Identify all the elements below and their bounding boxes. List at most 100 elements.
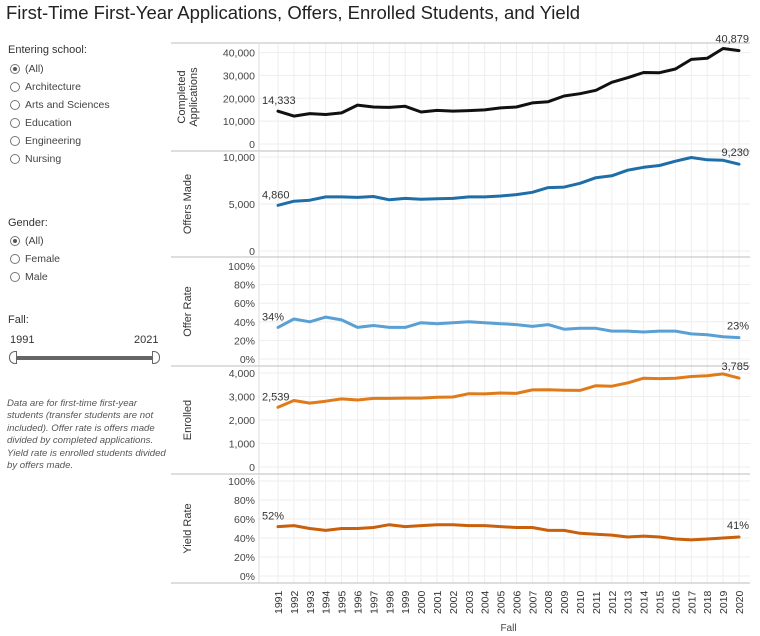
y-tick-label: 5,000 [229, 199, 255, 211]
x-tick-label: 2015 [655, 590, 667, 614]
radio-selected-icon [10, 236, 20, 246]
yield-first-label: 52% [262, 511, 284, 523]
fall-slider-min-handle[interactable] [9, 351, 17, 364]
y-tick-label: 2,000 [229, 415, 255, 427]
fall-filter-label: Fall: [8, 314, 29, 326]
x-tick-label: 1997 [368, 590, 380, 614]
school-option-architecture[interactable]: Architecture [10, 79, 81, 95]
x-tick-label: 2002 [448, 590, 460, 614]
x-tick-label: 1993 [305, 590, 317, 614]
y-tick-label: 10,000 [223, 152, 255, 164]
x-tick-label: 1999 [400, 590, 412, 614]
radio-icon [10, 82, 20, 92]
applications-last-label: 40,879 [715, 34, 749, 46]
fall-range-max: 2021 [134, 334, 159, 346]
y-axis-label: Offers Made [182, 174, 194, 234]
offer_rate-series-line [276, 315, 741, 340]
page-title: First-Time First-Year Applications, Offe… [6, 2, 581, 23]
x-tick-label: 2013 [623, 590, 635, 614]
offers-last-label: 9,230 [721, 147, 749, 159]
applications-first-label: 14,333 [262, 95, 296, 107]
gender-filter-label: Gender: [8, 217, 48, 229]
x-tick-label: 2006 [511, 590, 523, 614]
x-tick-label: 1998 [384, 590, 396, 614]
y-axis-label: Applications [188, 67, 200, 127]
gender-option-all[interactable]: (All) [10, 233, 44, 249]
x-tick-label: 2009 [559, 590, 571, 614]
x-tick-label: 2018 [702, 590, 714, 614]
x-tick-label: 2005 [496, 590, 508, 614]
school-option-all[interactable]: (All) [10, 61, 44, 77]
yield-series-line [276, 523, 741, 542]
y-tick-label: 0% [240, 354, 255, 366]
offers-first-label: 4,860 [262, 189, 290, 201]
school-filter-label: Entering school: [8, 44, 87, 56]
gender-option-male[interactable]: Male [10, 269, 48, 285]
fall-slider-max-handle[interactable] [152, 351, 160, 364]
y-tick-label: 80% [234, 495, 255, 507]
x-tick-label: 2012 [607, 590, 619, 614]
y-tick-label: 80% [234, 280, 255, 292]
x-tick-label: 2020 [734, 590, 746, 614]
y-axis-label: Yield Rate [182, 503, 194, 553]
x-tick-label: 2010 [575, 590, 587, 614]
radio-icon [10, 118, 20, 128]
x-tick-label: 1996 [352, 590, 364, 614]
x-tick-label: 2001 [432, 590, 444, 614]
y-tick-label: 0 [249, 462, 255, 474]
y-axis-label: Offer Rate [182, 286, 194, 337]
y-tick-label: 1,000 [229, 439, 255, 451]
fall-slider-track[interactable] [13, 356, 157, 360]
enrolled-last-label: 3,785 [721, 361, 749, 373]
x-tick-label: 1992 [289, 590, 301, 614]
x-tick-label: 2011 [591, 591, 603, 614]
y-tick-label: 3,000 [229, 392, 255, 404]
x-tick-label: 2003 [464, 590, 476, 614]
x-tick-label: 2007 [527, 590, 539, 614]
x-tick-label: 2000 [416, 590, 428, 614]
fall-range-min: 1991 [10, 334, 35, 346]
school-option-arts-and-sciences[interactable]: Arts and Sciences [10, 97, 110, 113]
school-option-nursing[interactable]: Nursing [10, 151, 61, 167]
x-tick-label: 2014 [639, 590, 651, 614]
applications-series-line [276, 47, 741, 118]
gender-option-female[interactable]: Female [10, 251, 60, 267]
radio-icon [10, 272, 20, 282]
y-tick-label: 20% [234, 552, 255, 564]
enrolled-first-label: 2,539 [262, 391, 290, 403]
x-tick-label: 1994 [321, 590, 333, 614]
x-tick-label: 2008 [543, 590, 555, 614]
y-axis-label: Completed [176, 70, 188, 123]
x-tick-label: 2016 [670, 590, 682, 614]
y-tick-label: 20% [234, 335, 255, 347]
y-tick-label: 40,000 [223, 48, 255, 60]
y-tick-label: 100% [228, 476, 255, 488]
school-option-engineering[interactable]: Engineering [10, 133, 81, 149]
x-tick-label: 2019 [718, 590, 730, 614]
x-tick-label: 2017 [686, 590, 698, 614]
y-tick-label: 0 [249, 246, 255, 258]
y-tick-label: 10,000 [223, 116, 255, 128]
offers-series-line [276, 156, 741, 207]
enrolled-series-line [276, 372, 741, 409]
y-tick-label: 40% [234, 533, 255, 545]
radio-icon [10, 136, 20, 146]
footnote: Data are for first-time first-year stude… [7, 398, 166, 472]
x-axis-label: Fall [500, 623, 516, 634]
radio-icon [10, 154, 20, 164]
yield-last-label: 41% [727, 520, 749, 532]
offer_rate-last-label: 23% [727, 321, 749, 333]
radio-selected-icon [10, 64, 20, 74]
x-tick-label: 1995 [337, 590, 349, 614]
school-option-education[interactable]: Education [10, 115, 72, 131]
x-tick-label: 2004 [480, 590, 492, 614]
x-tick-label: 1991 [273, 590, 285, 614]
y-tick-label: 0% [240, 571, 255, 583]
offer_rate-first-label: 34% [262, 311, 284, 323]
y-tick-label: 4,000 [229, 368, 255, 380]
y-tick-label: 60% [234, 514, 255, 526]
y-axis-label: Enrolled [182, 400, 194, 440]
radio-icon [10, 100, 20, 110]
y-tick-label: 20,000 [223, 93, 255, 105]
